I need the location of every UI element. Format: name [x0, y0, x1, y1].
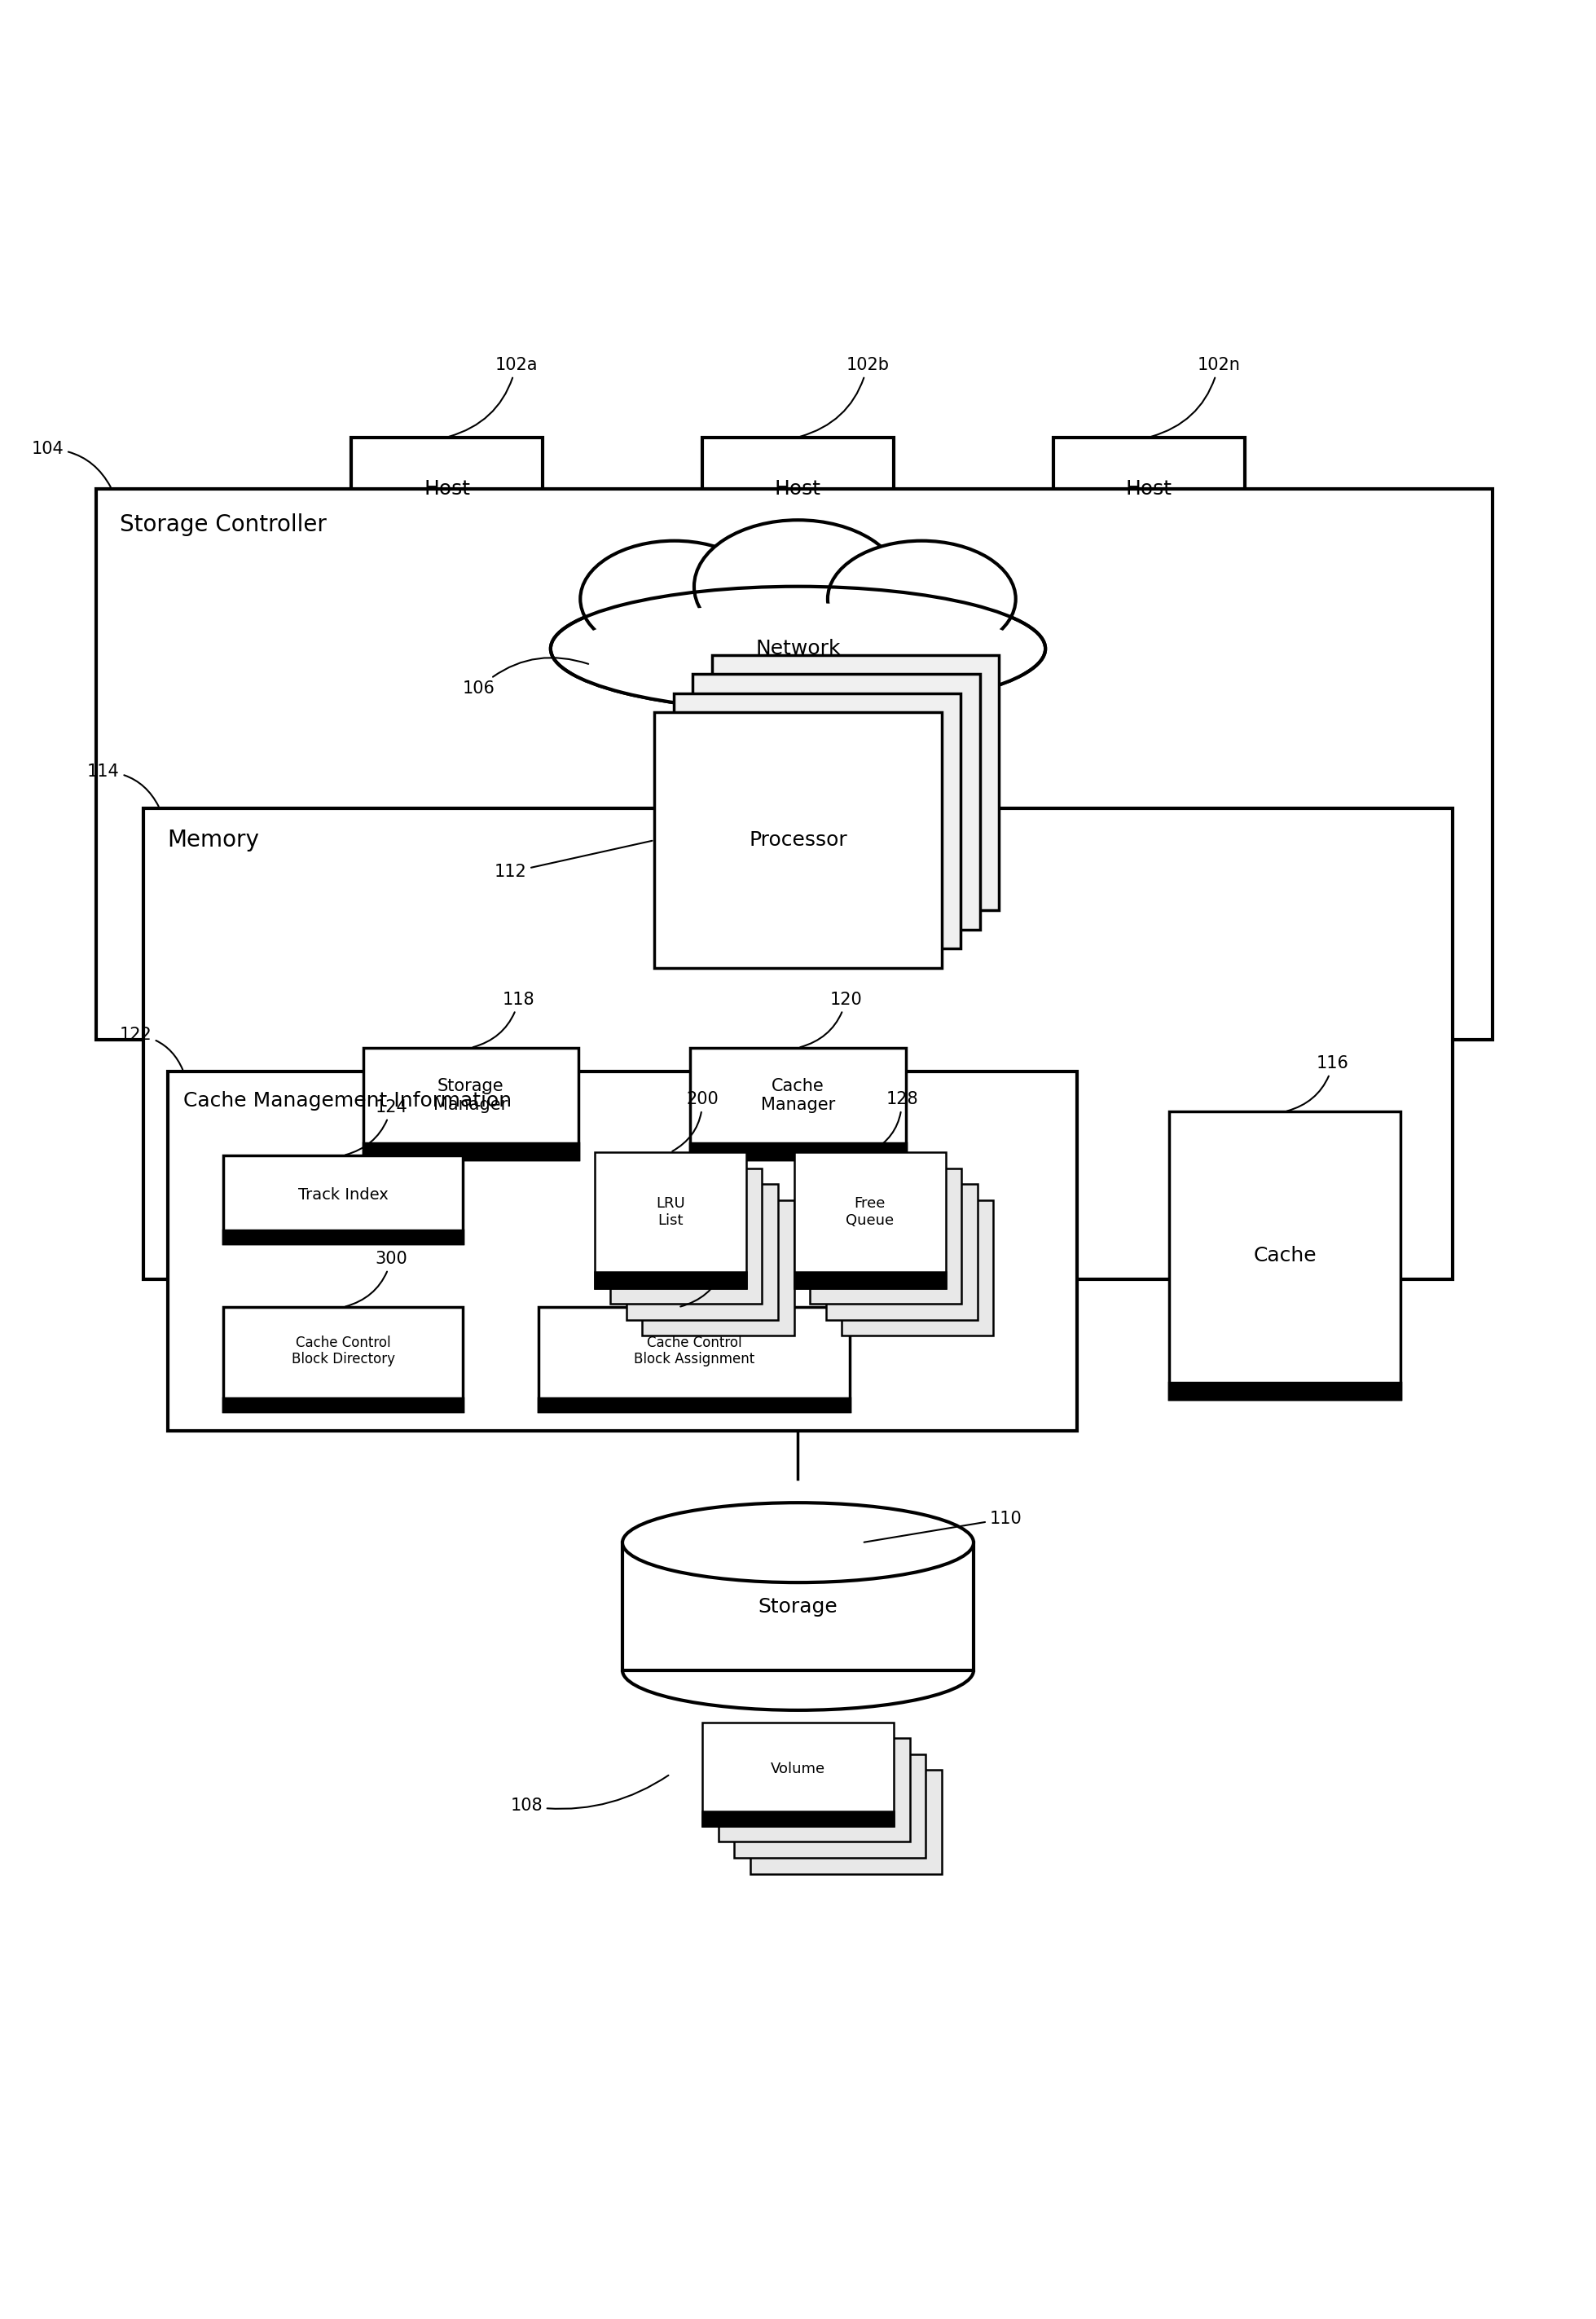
FancyBboxPatch shape — [223, 1231, 463, 1243]
Text: 102b: 102b — [800, 357, 889, 436]
Text: Memory: Memory — [168, 830, 260, 851]
FancyBboxPatch shape — [539, 1308, 849, 1410]
Text: Cache Control
Block Directory: Cache Control Block Directory — [292, 1336, 394, 1366]
Text: Host: Host — [774, 480, 822, 499]
Text: Storage: Storage — [758, 1598, 838, 1616]
FancyBboxPatch shape — [734, 1753, 926, 1858]
Text: 102n: 102n — [1151, 357, 1240, 436]
Text: Cache
Manager: Cache Manager — [761, 1078, 835, 1113]
FancyBboxPatch shape — [1168, 1111, 1401, 1398]
Text: Cache Management Information: Cache Management Information — [184, 1090, 512, 1111]
Text: Host: Host — [423, 480, 471, 499]
Text: 300: 300 — [345, 1250, 407, 1306]
FancyBboxPatch shape — [1053, 438, 1245, 557]
FancyBboxPatch shape — [362, 1143, 578, 1160]
Ellipse shape — [581, 540, 768, 656]
Text: 128: 128 — [871, 1092, 918, 1150]
FancyBboxPatch shape — [626, 1185, 779, 1320]
FancyBboxPatch shape — [223, 1398, 463, 1410]
FancyBboxPatch shape — [1168, 1382, 1401, 1398]
Text: Cache Control
Block Assignment: Cache Control Block Assignment — [634, 1336, 755, 1366]
FancyBboxPatch shape — [1053, 538, 1245, 557]
Text: Volume: Volume — [771, 1762, 825, 1776]
Text: 102a: 102a — [448, 357, 538, 436]
FancyBboxPatch shape — [610, 1169, 763, 1303]
FancyBboxPatch shape — [843, 1201, 993, 1336]
Polygon shape — [622, 1542, 974, 1670]
Text: 110: 110 — [863, 1510, 1021, 1542]
Text: Host: Host — [1125, 480, 1173, 499]
FancyBboxPatch shape — [827, 1185, 977, 1320]
FancyBboxPatch shape — [689, 1048, 905, 1160]
Text: 120: 120 — [800, 993, 862, 1048]
Ellipse shape — [828, 540, 1015, 656]
FancyBboxPatch shape — [594, 1153, 747, 1287]
FancyBboxPatch shape — [96, 489, 1492, 1039]
Text: 122: 122 — [120, 1027, 182, 1069]
Text: 112: 112 — [495, 842, 653, 881]
Text: 114: 114 — [88, 763, 158, 807]
FancyBboxPatch shape — [702, 438, 894, 557]
Text: 200: 200 — [672, 1092, 718, 1150]
FancyBboxPatch shape — [693, 675, 980, 930]
FancyBboxPatch shape — [811, 1169, 961, 1303]
Text: Network: Network — [755, 640, 841, 659]
Text: Processor: Processor — [749, 830, 847, 851]
Text: 118: 118 — [472, 993, 535, 1048]
FancyBboxPatch shape — [702, 1723, 894, 1825]
FancyBboxPatch shape — [351, 538, 543, 557]
FancyBboxPatch shape — [712, 654, 999, 911]
FancyBboxPatch shape — [674, 693, 961, 948]
FancyBboxPatch shape — [594, 1273, 747, 1287]
FancyBboxPatch shape — [362, 1048, 578, 1160]
FancyBboxPatch shape — [795, 1273, 945, 1287]
Text: 104: 104 — [32, 441, 110, 487]
Ellipse shape — [551, 587, 1045, 712]
FancyBboxPatch shape — [718, 1739, 910, 1841]
Text: 106: 106 — [463, 659, 589, 696]
FancyBboxPatch shape — [750, 1769, 942, 1874]
Text: 126: 126 — [680, 1250, 742, 1306]
FancyBboxPatch shape — [654, 712, 942, 967]
Text: Storage
Manager: Storage Manager — [434, 1078, 508, 1113]
Text: Storage Controller: Storage Controller — [120, 512, 327, 536]
Ellipse shape — [694, 519, 902, 654]
Text: Track Index: Track Index — [298, 1187, 388, 1201]
FancyBboxPatch shape — [642, 1201, 793, 1336]
FancyBboxPatch shape — [689, 1143, 905, 1160]
FancyBboxPatch shape — [144, 809, 1452, 1280]
FancyBboxPatch shape — [223, 1308, 463, 1410]
Text: LRU
List: LRU List — [656, 1197, 685, 1229]
Text: Cache: Cache — [1253, 1245, 1317, 1266]
FancyBboxPatch shape — [702, 538, 894, 557]
FancyBboxPatch shape — [702, 1811, 894, 1825]
FancyBboxPatch shape — [168, 1071, 1077, 1431]
FancyBboxPatch shape — [539, 1398, 849, 1410]
Text: 116: 116 — [1286, 1055, 1349, 1111]
Ellipse shape — [563, 603, 1033, 712]
Ellipse shape — [622, 1503, 974, 1582]
FancyBboxPatch shape — [795, 1153, 945, 1287]
Text: 124: 124 — [345, 1099, 407, 1155]
FancyBboxPatch shape — [223, 1155, 463, 1243]
Text: 108: 108 — [511, 1776, 669, 1813]
Text: Free
Queue: Free Queue — [846, 1197, 894, 1229]
FancyBboxPatch shape — [351, 438, 543, 557]
